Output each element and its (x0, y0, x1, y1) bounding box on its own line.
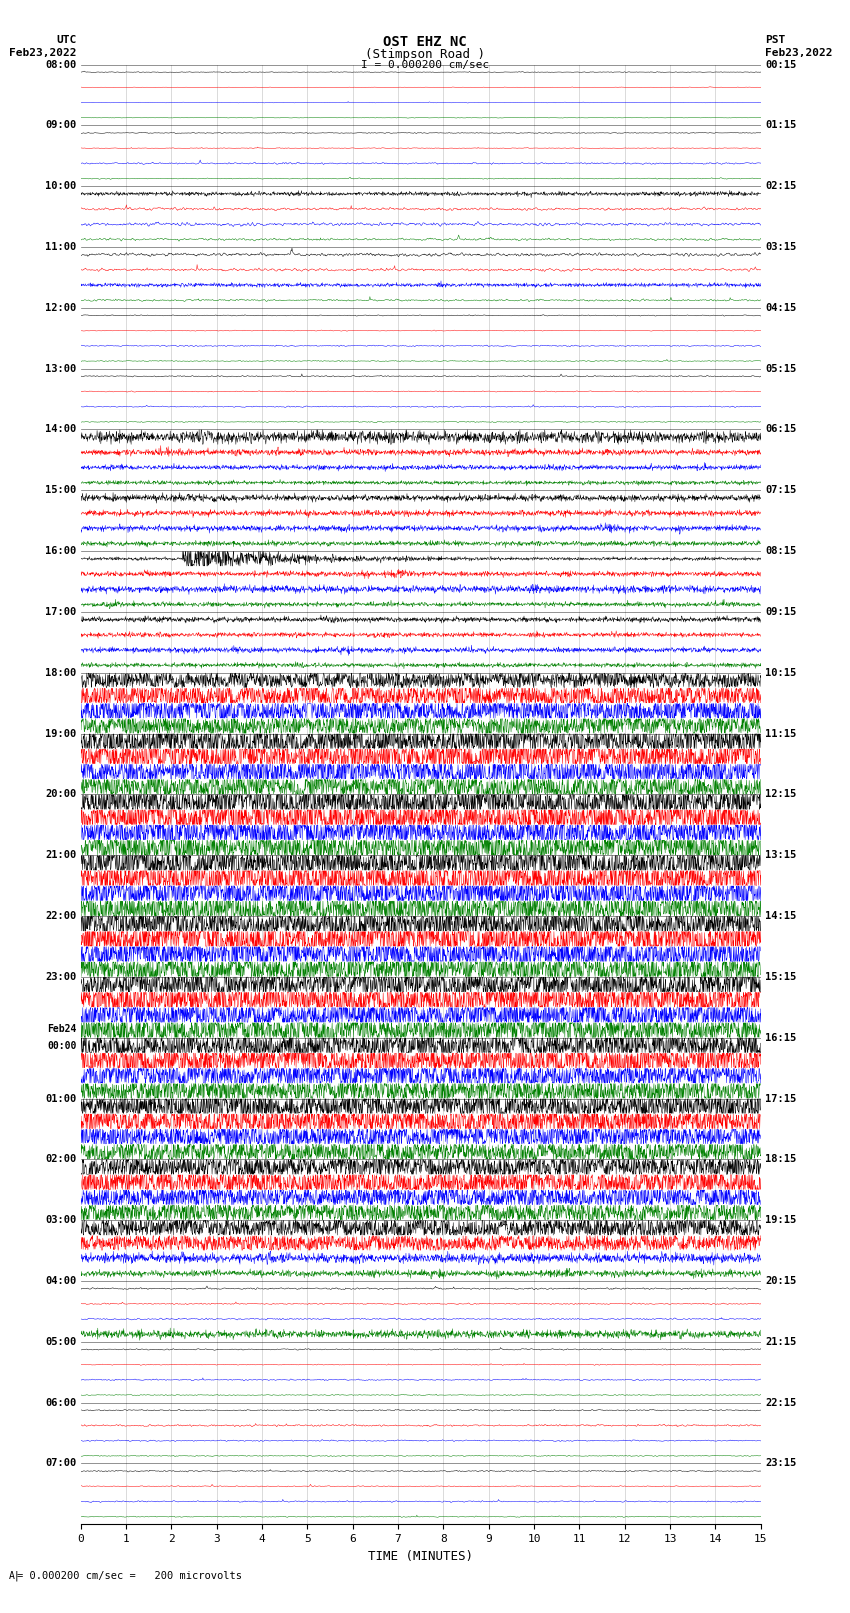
Text: 13:00: 13:00 (45, 363, 76, 374)
Text: 19:15: 19:15 (765, 1215, 796, 1226)
Text: 06:00: 06:00 (45, 1397, 76, 1408)
Text: 18:00: 18:00 (45, 668, 76, 677)
Text: 15:15: 15:15 (765, 973, 796, 982)
Text: 12:00: 12:00 (45, 303, 76, 313)
Text: 15:00: 15:00 (45, 486, 76, 495)
Text: I = 0.000200 cm/sec: I = 0.000200 cm/sec (361, 60, 489, 69)
Text: 16:15: 16:15 (765, 1032, 796, 1042)
Text: OST EHZ NC: OST EHZ NC (383, 35, 467, 50)
Text: 04:00: 04:00 (45, 1276, 76, 1286)
Text: 14:15: 14:15 (765, 911, 796, 921)
Text: 16:00: 16:00 (45, 547, 76, 556)
Text: 12:15: 12:15 (765, 789, 796, 800)
Text: 09:15: 09:15 (765, 606, 796, 616)
Text: 14:00: 14:00 (45, 424, 76, 434)
Text: UTC: UTC (56, 35, 76, 45)
Text: 03:15: 03:15 (765, 242, 796, 252)
Text: 20:15: 20:15 (765, 1276, 796, 1286)
Text: Feb24: Feb24 (47, 1024, 76, 1034)
Text: 10:15: 10:15 (765, 668, 796, 677)
Text: 17:15: 17:15 (765, 1094, 796, 1103)
Text: 18:15: 18:15 (765, 1155, 796, 1165)
Text: 02:00: 02:00 (45, 1155, 76, 1165)
Text: 09:00: 09:00 (45, 121, 76, 131)
Text: 02:15: 02:15 (765, 181, 796, 192)
Text: 19:00: 19:00 (45, 729, 76, 739)
Text: A|: A| (8, 1569, 20, 1581)
Text: (Stimpson Road ): (Stimpson Road ) (365, 48, 485, 61)
Text: 08:15: 08:15 (765, 547, 796, 556)
Text: 17:00: 17:00 (45, 606, 76, 616)
Text: 11:00: 11:00 (45, 242, 76, 252)
Text: 07:00: 07:00 (45, 1458, 76, 1468)
Text: 10:00: 10:00 (45, 181, 76, 192)
Text: 06:15: 06:15 (765, 424, 796, 434)
Text: 21:00: 21:00 (45, 850, 76, 860)
Text: 22:15: 22:15 (765, 1397, 796, 1408)
Text: 05:00: 05:00 (45, 1337, 76, 1347)
Text: 23:15: 23:15 (765, 1458, 796, 1468)
Text: 04:15: 04:15 (765, 303, 796, 313)
Text: 23:00: 23:00 (45, 973, 76, 982)
Text: 20:00: 20:00 (45, 789, 76, 800)
Text: 01:00: 01:00 (45, 1094, 76, 1103)
Text: PST: PST (765, 35, 785, 45)
Text: 13:15: 13:15 (765, 850, 796, 860)
Text: = 0.000200 cm/sec =   200 microvolts: = 0.000200 cm/sec = 200 microvolts (17, 1571, 242, 1581)
Text: 22:00: 22:00 (45, 911, 76, 921)
Text: Feb23,2022: Feb23,2022 (765, 48, 832, 58)
Text: 11:15: 11:15 (765, 729, 796, 739)
Text: 00:15: 00:15 (765, 60, 796, 69)
Text: 07:15: 07:15 (765, 486, 796, 495)
Text: 00:00: 00:00 (47, 1040, 76, 1052)
Text: 08:00: 08:00 (45, 60, 76, 69)
X-axis label: TIME (MINUTES): TIME (MINUTES) (368, 1550, 473, 1563)
Text: Feb23,2022: Feb23,2022 (9, 48, 76, 58)
Text: 01:15: 01:15 (765, 121, 796, 131)
Text: 03:00: 03:00 (45, 1215, 76, 1226)
Text: 21:15: 21:15 (765, 1337, 796, 1347)
Text: 05:15: 05:15 (765, 363, 796, 374)
